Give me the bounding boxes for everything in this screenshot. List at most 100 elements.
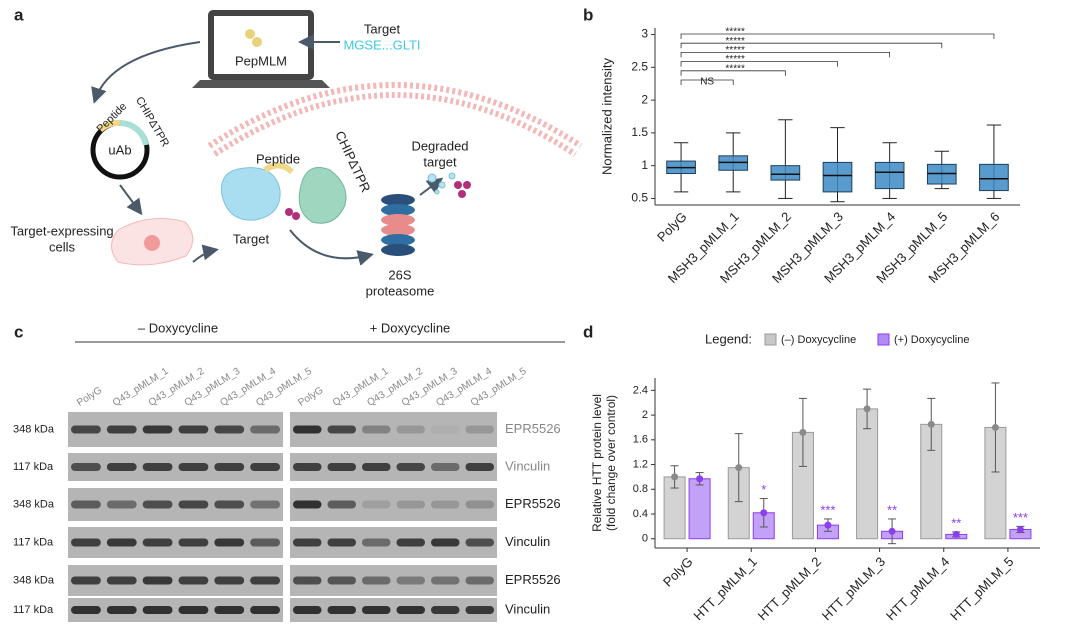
legend-swatch (877, 333, 890, 346)
box (874, 161, 905, 190)
significance-bracket (680, 33, 995, 39)
x-tick-label: HTT_pMLM_5 (947, 554, 1016, 623)
band (465, 538, 494, 547)
band (106, 576, 137, 585)
plasmid-chip (119, 120, 149, 146)
band (71, 500, 101, 509)
y-tick-label: 2 (642, 409, 648, 421)
blot (68, 565, 283, 596)
antibody-label: EPR5526 (505, 496, 561, 511)
legend-label: (+) Doxycycline (894, 334, 970, 346)
size-label: 348 kDa (13, 423, 55, 435)
mean-dot (952, 530, 960, 538)
band (106, 463, 137, 471)
y-tick-label: 1.6 (633, 434, 648, 446)
y-tick-label: 0.4 (633, 508, 648, 520)
band (293, 425, 322, 434)
band (293, 606, 322, 614)
band (327, 538, 356, 547)
mean-dot (863, 405, 871, 413)
ubiquitin-free (454, 181, 471, 198)
band (106, 500, 137, 509)
band (396, 463, 425, 471)
blot (290, 412, 497, 447)
mean-dot (991, 423, 999, 431)
band (250, 576, 280, 585)
y-tick-label: 2.4 (633, 384, 648, 396)
laptop-base (192, 80, 330, 88)
band (250, 538, 280, 547)
y-tick-label: 3 (641, 27, 648, 41)
band (327, 606, 356, 614)
band (465, 606, 494, 614)
band (327, 500, 356, 509)
band (362, 500, 391, 509)
panel-label: b (583, 5, 593, 24)
chip-protein (298, 167, 347, 224)
y-tick-label: 0.8 (633, 483, 648, 495)
antibody-label: Vinculin (505, 458, 550, 473)
panel-label: c (14, 322, 23, 341)
band (214, 425, 245, 434)
band (142, 576, 173, 585)
proteasome (381, 194, 415, 256)
band (293, 463, 322, 471)
blot (290, 488, 497, 521)
y-tick-label: 2 (641, 92, 648, 106)
x-tick-label: HTT_pMLM_3 (819, 554, 888, 623)
mean-dot (735, 464, 743, 472)
band (250, 463, 280, 471)
nucleus (144, 235, 160, 251)
x-tick-label: HTT_pMLM_4 (883, 554, 952, 623)
ubiquitin (285, 208, 293, 216)
y-axis-label: (fold change over control) (604, 395, 618, 531)
band (178, 538, 209, 547)
x-tick-label: HTT_pMLM_1 (690, 554, 759, 623)
proteasome-label: proteasome (366, 283, 435, 298)
legend-title: Legend: (705, 331, 752, 346)
box (770, 165, 801, 181)
panel-label: a (14, 5, 24, 24)
size-label: 117 kDa (13, 461, 54, 473)
fragments (427, 172, 456, 195)
blot (68, 598, 283, 622)
blot (290, 565, 497, 596)
plasmid-center: uAb (108, 142, 131, 157)
band (396, 576, 425, 585)
blot (290, 598, 497, 622)
size-label: 348 kDa (13, 574, 55, 586)
band (178, 606, 209, 614)
band (465, 500, 494, 509)
mean-dot (760, 509, 768, 517)
blot (290, 527, 497, 558)
band (214, 576, 245, 585)
target-sequence: MGSE...GLTI (343, 37, 420, 52)
band (327, 463, 356, 471)
band (214, 463, 245, 471)
arrow (91, 41, 201, 104)
significance-bracket (680, 52, 891, 58)
cells-label: Target-expressing (10, 223, 113, 238)
band (362, 576, 391, 585)
y-axis-label: Relative HTT protein level (590, 394, 604, 532)
lane-label: PolyG (75, 385, 104, 409)
band (396, 500, 425, 509)
significance-bracket (680, 42, 943, 49)
band (362, 425, 391, 434)
band (431, 463, 460, 471)
mean-dot (696, 475, 704, 483)
significance-label: *** (1013, 510, 1028, 525)
band (362, 606, 391, 614)
significance-label: ***** (725, 63, 745, 74)
y-tick-label: 0 (642, 533, 648, 545)
band (214, 606, 245, 614)
band (178, 463, 209, 471)
target-label: Target (364, 21, 401, 36)
legend-swatch (764, 333, 777, 346)
mean-dot (799, 428, 807, 436)
significance-label: * (761, 482, 766, 497)
panel-a: a PepMLM Target MGSE...GLTI uAb Peptide … (10, 5, 583, 298)
significance-label: NS (700, 77, 714, 88)
band (71, 425, 101, 434)
